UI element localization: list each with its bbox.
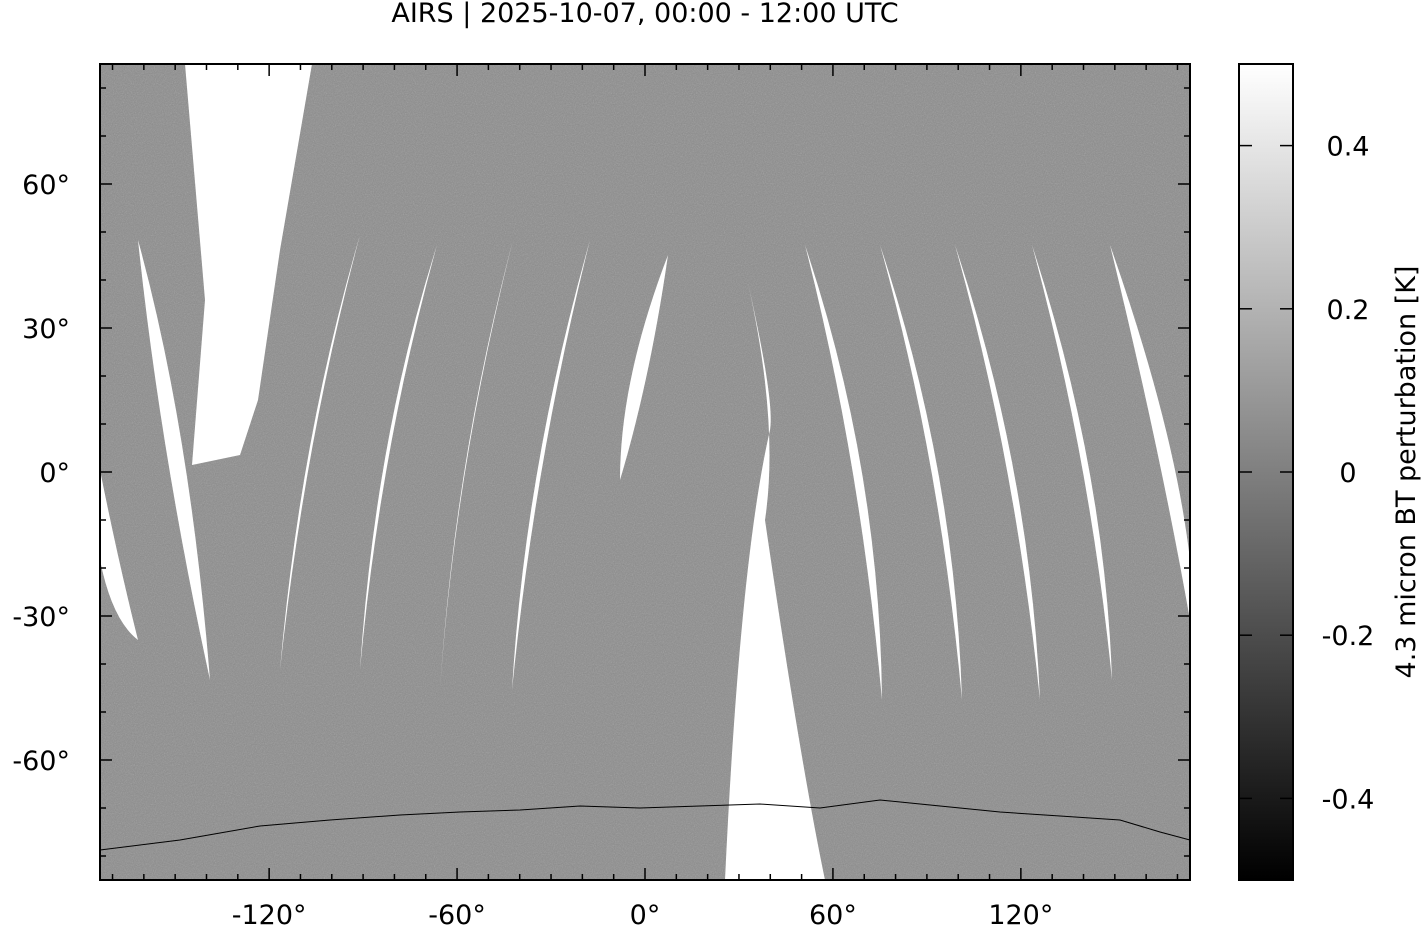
gap-swath: [185, 64, 312, 465]
colorbar-tick-label: 0: [1339, 458, 1356, 489]
no-data-swath-gaps: [100, 64, 1190, 880]
x-axis-tick-labels: -120° -60° 0° 60° 120°: [232, 900, 1054, 930]
colorbar-tick-label: 0.2: [1327, 295, 1370, 326]
y-tick-label: 60°: [22, 170, 70, 201]
gap-swath: [620, 255, 668, 480]
y-tick-label: 30°: [22, 314, 70, 345]
gap-swath: [725, 270, 825, 880]
perturbation-field: [100, 64, 1190, 880]
x-tick-label: 120°: [988, 900, 1053, 930]
colorbar-tick-label: 0.4: [1327, 132, 1370, 163]
y-axis-tick-labels: 60° 30° 0° -30° -60°: [12, 170, 70, 777]
colorbar-ticks: 0.4 0.2 0 -0.2 -0.4: [1239, 132, 1375, 815]
colorbar-tick-label: -0.4: [1322, 784, 1375, 815]
colorbar-tick-label: -0.2: [1322, 621, 1375, 652]
axis-ticks: [100, 64, 1190, 880]
gap-swath: [100, 470, 138, 640]
x-tick-label: 60°: [809, 900, 857, 930]
chart-title: AIRS | 2025-10-07, 00:00 - 12:00 UTC: [391, 0, 899, 29]
x-tick-label: -120°: [232, 900, 307, 930]
y-tick-label: -30°: [12, 602, 70, 633]
y-tick-label: 0°: [39, 458, 70, 489]
x-tick-label: 0°: [630, 900, 661, 930]
antarctica-coastline: [100, 799, 1190, 851]
colorbar-label: 4.3 micron BT perturbation [K]: [1391, 266, 1422, 679]
gap-swath: [138, 240, 210, 680]
x-tick-label: -60°: [428, 900, 486, 930]
y-tick-label: -60°: [12, 746, 70, 777]
